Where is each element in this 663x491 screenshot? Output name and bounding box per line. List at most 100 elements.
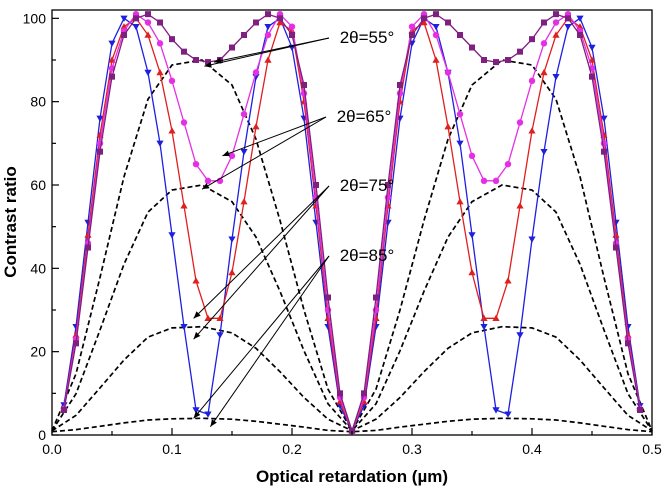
data-point — [480, 177, 488, 185]
data-point — [576, 15, 584, 22]
data-point — [96, 115, 104, 122]
data-point — [421, 15, 427, 22]
series-line — [63, 13, 641, 433]
data-point — [444, 69, 452, 76]
series-line — [51, 184, 653, 433]
series-line — [51, 417, 653, 433]
data-point — [492, 177, 500, 185]
data-point — [601, 148, 607, 155]
data-point — [468, 232, 476, 239]
annotation-arrow — [201, 116, 327, 190]
data-point — [480, 314, 488, 322]
data-point — [397, 82, 403, 88]
data-point — [600, 115, 608, 122]
series-line — [63, 13, 641, 433]
data-point — [180, 323, 188, 331]
data-point — [432, 56, 440, 63]
data-point — [541, 19, 547, 26]
data-point — [456, 198, 464, 205]
y-tick-label: 80 — [30, 94, 46, 110]
data-point — [468, 152, 476, 160]
data-point — [301, 82, 307, 88]
data-point — [120, 15, 128, 22]
data-point — [228, 236, 236, 243]
series-3-line — [61, 11, 643, 434]
data-point — [216, 314, 224, 322]
data-point — [264, 31, 272, 39]
data-point — [552, 19, 560, 26]
data-point — [361, 390, 367, 397]
data-point — [528, 127, 536, 134]
data-point — [337, 390, 343, 397]
annotation-label: 2θ=75° — [340, 176, 395, 195]
y-tick-label: 60 — [30, 177, 46, 193]
x-tick-label: 0.4 — [522, 441, 542, 457]
data-point — [432, 23, 440, 31]
data-point — [408, 23, 416, 30]
data-point — [277, 15, 283, 22]
data-point — [469, 44, 475, 51]
annotation-layer: 2θ=55° 2θ=65° 2θ=75° 2θ=85° — [193, 28, 395, 427]
x-tick-label: 0.0 — [42, 441, 62, 457]
data-point — [229, 44, 235, 51]
data-point — [253, 19, 259, 26]
annotation-arrow — [193, 185, 330, 319]
data-point — [156, 40, 164, 47]
data-point — [528, 236, 536, 243]
data-point — [204, 314, 212, 322]
data-point — [313, 182, 319, 188]
data-point — [204, 411, 212, 418]
data-point — [409, 32, 415, 38]
annotation-arrow — [204, 37, 330, 68]
data-point — [613, 244, 619, 251]
data-point — [625, 340, 631, 347]
data-point — [228, 268, 236, 276]
data-point — [396, 90, 404, 97]
data-point — [168, 127, 176, 134]
x-axis-label: Optical retardation (µm) — [256, 467, 448, 486]
y-tick-label: 20 — [30, 344, 46, 360]
data-point — [252, 69, 260, 76]
annotation-arrow — [193, 255, 330, 419]
annotation-label: 2θ=65° — [337, 107, 392, 126]
series-line — [51, 325, 653, 432]
data-point — [121, 32, 127, 38]
annotation-arrow — [193, 185, 330, 340]
data-point — [505, 57, 511, 63]
data-point — [252, 123, 260, 130]
data-point — [144, 31, 152, 38]
data-point — [204, 177, 212, 185]
data-point — [456, 110, 464, 118]
data-point — [552, 73, 560, 81]
data-point — [132, 23, 140, 31]
data-point — [156, 140, 164, 147]
data-point — [517, 48, 523, 55]
x-tick-label: 0.3 — [402, 441, 422, 457]
data-point — [516, 332, 524, 339]
data-point — [504, 411, 512, 418]
x-tick-label: 0.1 — [162, 441, 182, 457]
series-0-line — [60, 15, 644, 435]
data-point — [180, 119, 188, 126]
data-point — [540, 148, 548, 156]
data-point — [265, 11, 271, 18]
data-point — [264, 23, 272, 31]
data-point — [156, 68, 164, 76]
data-point — [492, 314, 500, 322]
data-point — [552, 31, 560, 38]
data-point — [61, 407, 67, 413]
data-point — [180, 202, 188, 209]
data-point — [205, 59, 211, 66]
plot-area-frame — [51, 9, 653, 436]
data-point — [97, 148, 103, 155]
data-point — [445, 19, 451, 26]
data-point — [241, 32, 247, 38]
data-point — [588, 44, 596, 52]
series-7-dashed-curve — [51, 417, 653, 433]
data-point — [169, 36, 175, 43]
data-point — [492, 407, 500, 414]
data-point — [145, 11, 151, 18]
data-point — [589, 73, 595, 80]
data-point — [157, 19, 163, 26]
data-point — [433, 11, 439, 18]
